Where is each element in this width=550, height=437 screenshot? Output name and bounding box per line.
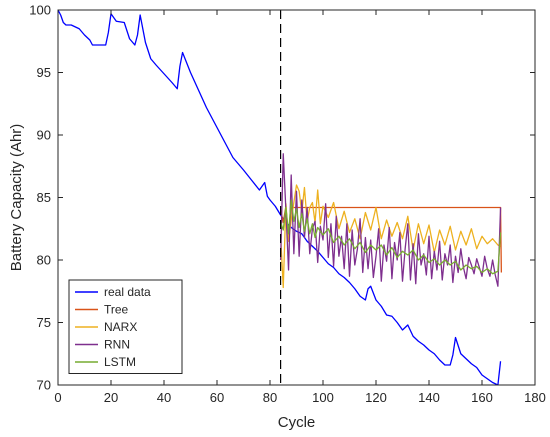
- legend-label: LSTM: [104, 355, 136, 369]
- x-tick-label: 20: [104, 390, 118, 405]
- x-tick-label: 40: [157, 390, 171, 405]
- x-tick-label: 120: [365, 390, 387, 405]
- x-tick-label: 60: [210, 390, 224, 405]
- y-axis: 70 75 80 85 90 95 100: [29, 3, 535, 393]
- legend-label: real data: [104, 285, 151, 299]
- y-tick-label: 95: [37, 65, 51, 80]
- y-tick-label: 85: [37, 190, 51, 205]
- series-layer: [58, 10, 502, 385]
- x-tick-label: 100: [312, 390, 334, 405]
- legend-label: Tree: [104, 303, 129, 317]
- y-tick-label: 75: [37, 315, 51, 330]
- y-tick-label: 70: [37, 378, 51, 393]
- x-tick-label: 0: [54, 390, 61, 405]
- legend: real data Tree NARX RNN LSTM: [68, 279, 183, 374]
- series-line-real-data: [58, 10, 502, 385]
- x-tick-label: 160: [471, 390, 493, 405]
- series-line-rnn: [279, 153, 502, 287]
- x-tick-label: 80: [263, 390, 277, 405]
- x-axis: 0 20 40 60 80 100 120 140 160 180: [54, 10, 546, 405]
- y-axis-title: Battery Capacity (Ahr): [8, 124, 25, 272]
- x-tick-label: 140: [418, 390, 440, 405]
- y-tick-label: 100: [29, 3, 51, 18]
- y-tick-label: 80: [37, 253, 51, 268]
- series-line-lstm: [279, 199, 502, 275]
- x-axis-title: Cycle: [278, 414, 316, 431]
- y-tick-label: 90: [37, 128, 51, 143]
- x-tick-label: 180: [524, 390, 546, 405]
- legend-label: RNN: [104, 338, 130, 352]
- legend-label: NARX: [104, 320, 137, 334]
